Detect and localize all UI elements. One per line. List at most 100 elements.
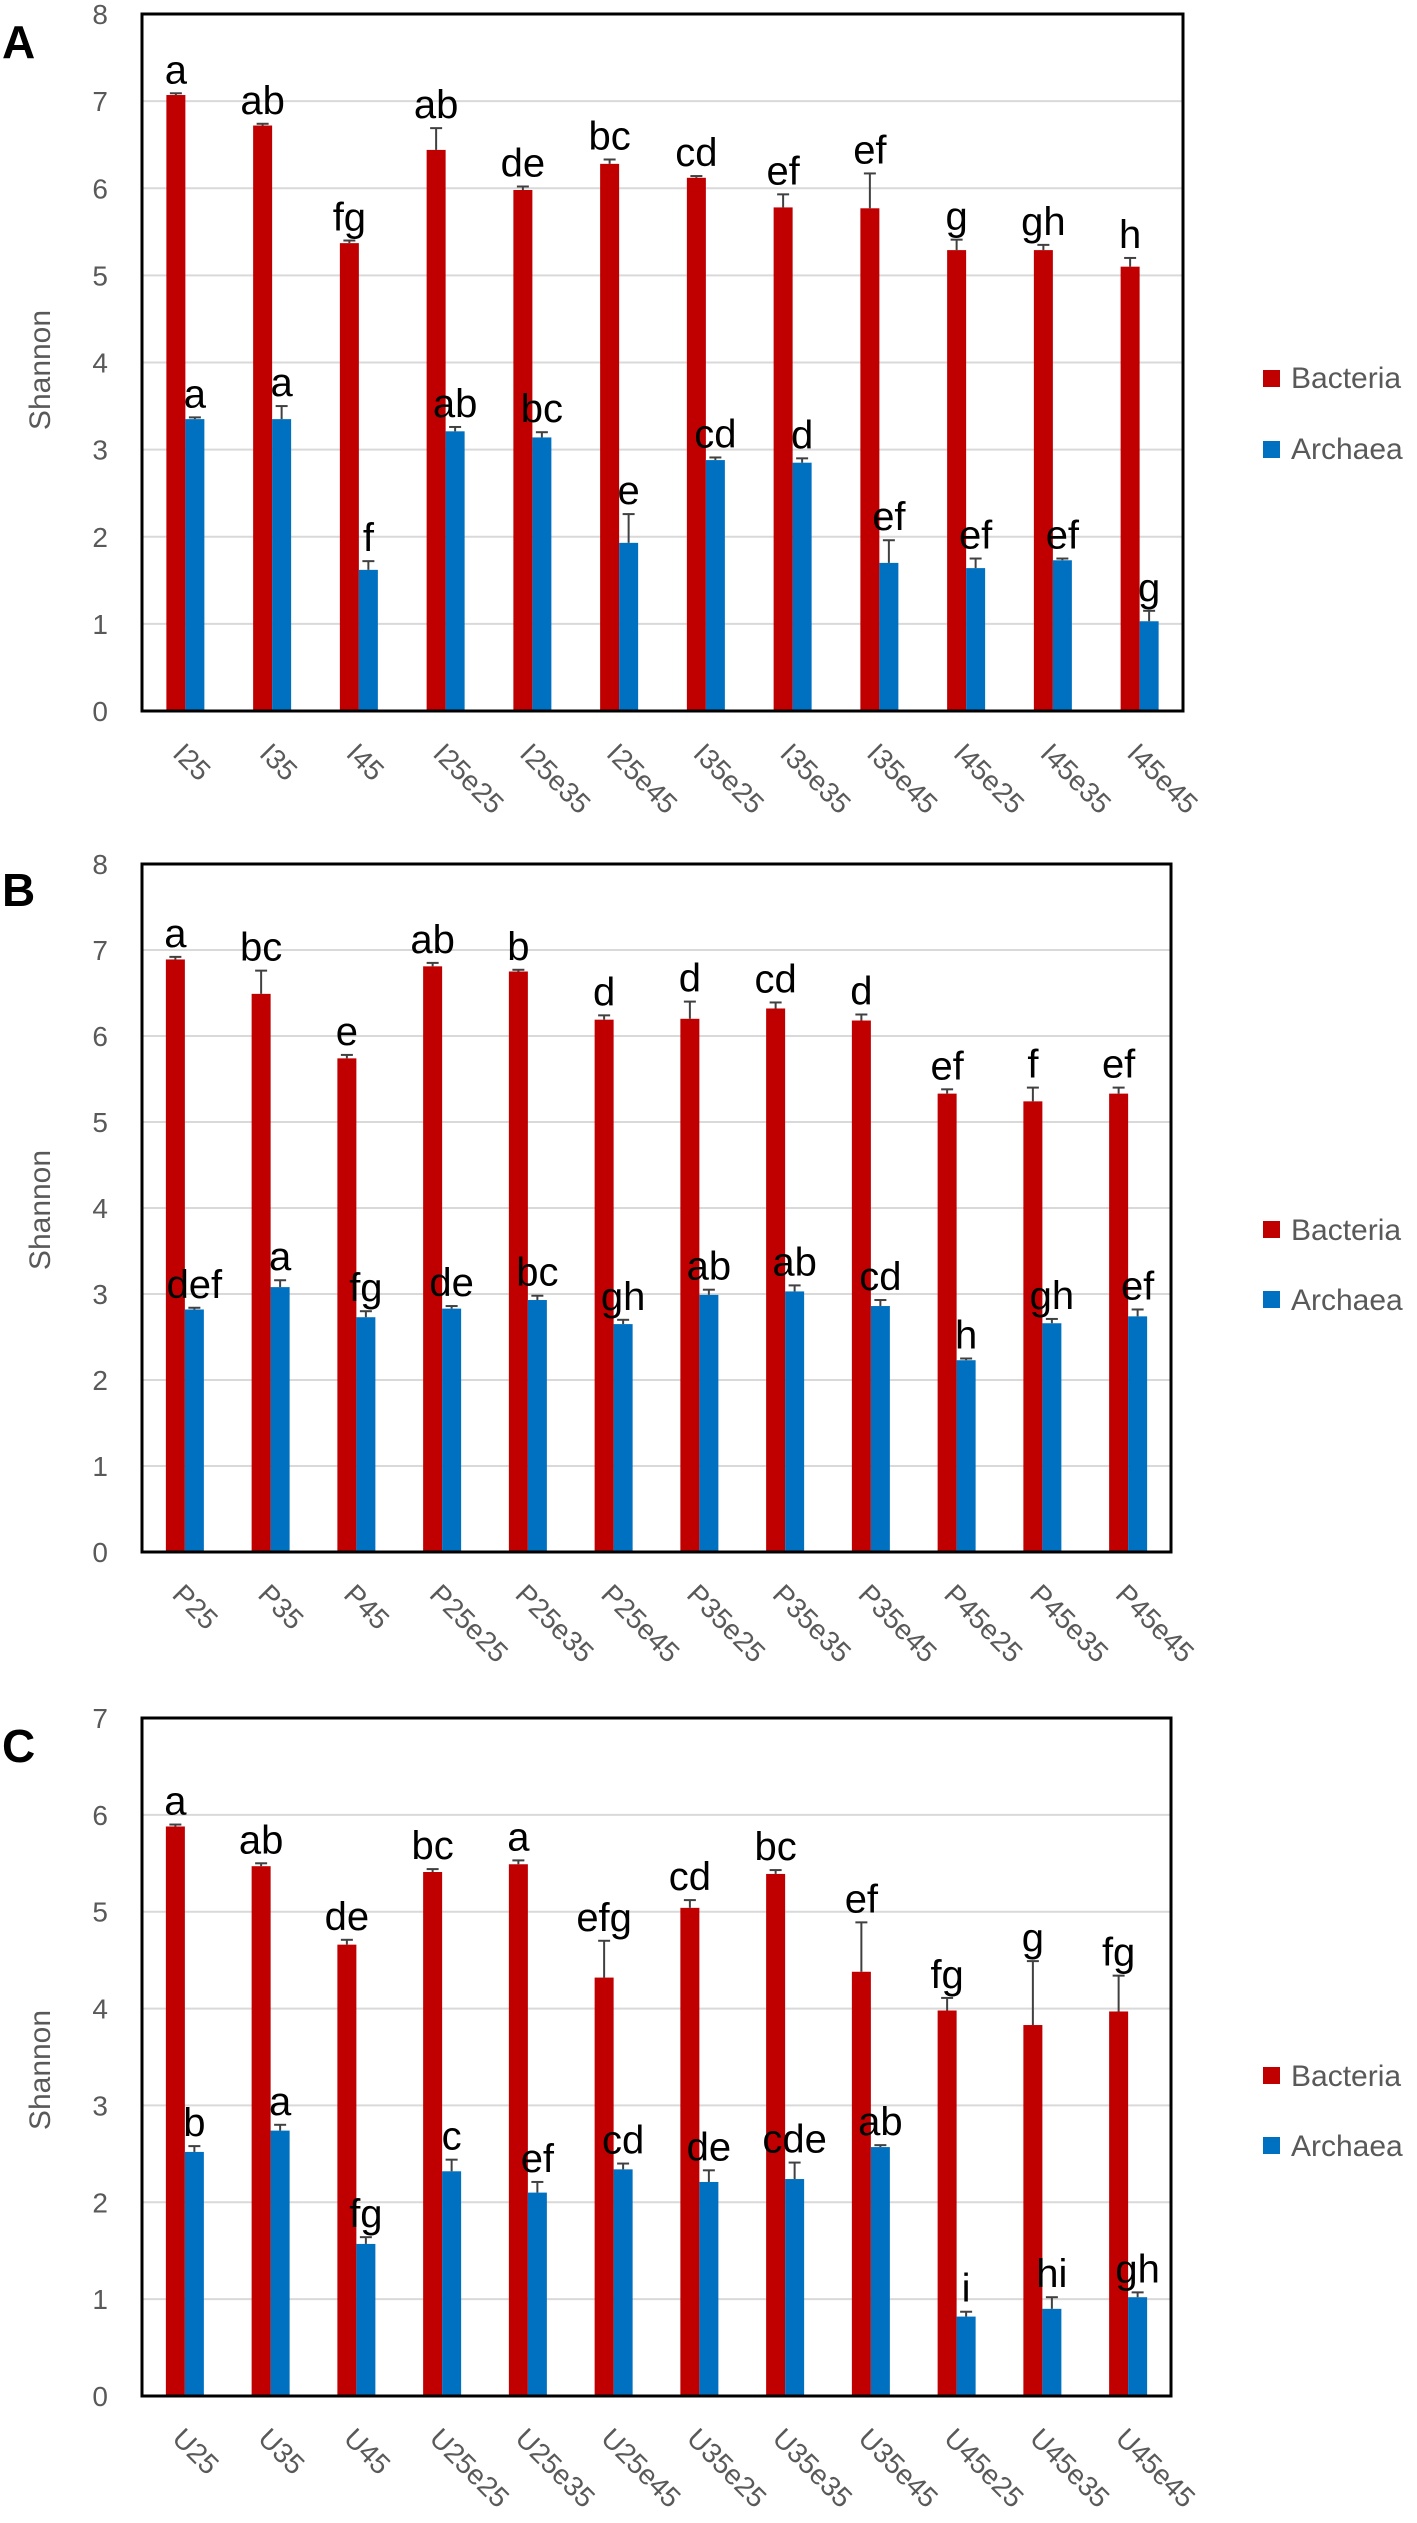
bacteria-bar: [251, 993, 271, 1552]
y-tick-label: 2: [92, 522, 108, 553]
archaea-bar: [1128, 1316, 1148, 1552]
bacteria-significance-label: g: [946, 195, 968, 239]
archaea-bar: [870, 2147, 890, 2396]
archaea-bar: [445, 431, 465, 711]
panel-a-y-axis-label: Shannon: [24, 310, 57, 430]
bacteria-bar: [165, 1826, 185, 2396]
archaea-significance-label: ef: [521, 2137, 555, 2181]
bacteria-bar: [773, 207, 793, 712]
bacteria-bar: [1109, 1093, 1129, 1552]
x-tick-label: P35e35: [767, 1578, 857, 1668]
archaea-significance-label: ef: [959, 514, 993, 558]
archaea-significance-label: bc: [516, 1251, 558, 1295]
panel-a-legend: Bacteria Archaea: [1263, 362, 1403, 466]
x-tick-label: P25e25: [424, 1578, 514, 1668]
panel-b-gridlines: [142, 949, 1171, 1467]
archaea-bar: [442, 1308, 462, 1552]
panel-b-label: B: [2, 864, 35, 916]
bacteria-bar: [1023, 1101, 1043, 1552]
y-tick-label: 8: [92, 0, 108, 30]
x-tick-label: P35: [252, 1578, 309, 1635]
bacteria-bar: [1109, 2011, 1129, 2396]
bacteria-bar: [337, 1058, 357, 1552]
panel-c-legend-bacteria: Bacteria: [1291, 2060, 1401, 2093]
bacteria-significance-label: a: [165, 48, 188, 92]
bacteria-bar: [594, 1019, 614, 1552]
bacteria-significance-label: ef: [766, 149, 800, 193]
y-tick-label: 1: [92, 2284, 108, 2315]
archaea-bar: [705, 460, 725, 711]
x-tick-label: I35e25: [688, 737, 770, 819]
x-tick-label: U35e25: [681, 2422, 772, 2513]
bacteria-significance-label: ab: [410, 918, 455, 962]
panel-a-label: A: [2, 16, 35, 68]
archaea-significance-label: d: [791, 413, 813, 457]
x-tick-label: I35e35: [774, 737, 856, 819]
archaea-significance-label: ab: [858, 2100, 903, 2144]
x-tick-label: I45e45: [1121, 737, 1203, 819]
bacteria-significance-label: fg: [333, 196, 366, 240]
bacteria-significance-label: a: [164, 1780, 187, 1824]
archaea-significance-label: ef: [1121, 1264, 1155, 1308]
x-tick-label: I45: [341, 737, 390, 786]
bacteria-bar: [423, 1872, 443, 2396]
x-tick-label: P45: [338, 1578, 395, 1635]
y-tick-label: 7: [92, 1703, 108, 1734]
y-tick-label: 4: [92, 1193, 108, 1224]
bacteria-bar: [251, 1866, 271, 2396]
bacteria-bar: [594, 1977, 614, 2396]
bacteria-significance-label: cd: [675, 131, 717, 175]
panel-c-x-ticks: U25 U35 U45 U25e25U25e35U25e45U35e25U35e35U…: [167, 2422, 1202, 2513]
x-tick-label: U25: [167, 2422, 225, 2480]
archaea-significance-label: b: [183, 2101, 205, 2145]
x-tick-label: U35e45: [853, 2422, 944, 2513]
archaea-significance-label: ef: [872, 495, 906, 539]
bacteria-bar: [937, 1093, 957, 1552]
bacteria-significance-label: d: [679, 957, 701, 1001]
archaea-bar: [185, 419, 205, 711]
x-tick-label: I45e35: [1035, 737, 1117, 819]
archaea-significance-label: gh: [1030, 1274, 1075, 1318]
bacteria-bar: [1023, 2025, 1043, 2396]
archaea-bar: [879, 562, 899, 711]
y-tick-label: 8: [92, 849, 108, 880]
y-tick-label: 1: [92, 1451, 108, 1482]
bacteria-significance-label: ab: [240, 79, 285, 123]
archaea-significance-label: c: [442, 2115, 462, 2159]
panel-b-legend: Bacteria Archaea: [1263, 1214, 1403, 1317]
bacteria-significance-label: fg: [1102, 1931, 1135, 1975]
bacteria-significance-label: b: [507, 925, 529, 969]
bacteria-bar: [508, 971, 528, 1552]
bacteria-significance-label: cd: [755, 957, 797, 1001]
archaea-significance-label: ab: [687, 1245, 732, 1289]
archaea-significance-label: def: [167, 1263, 223, 1307]
archaea-significance-label: cd: [859, 1255, 901, 1299]
y-tick-label: 5: [92, 260, 108, 291]
bacteria-bar: [600, 163, 620, 712]
archaea-bar: [1042, 1323, 1062, 1552]
bacteria-significance-label: efg: [576, 1896, 632, 1940]
bacteria-bar: [1120, 266, 1140, 711]
archaea-significance-label: gh: [1115, 2247, 1160, 2291]
bacteria-significance-label: bc: [412, 1824, 454, 1868]
y-tick-label: 0: [92, 696, 108, 727]
panel-c-bars: ababadefgbccaefefgcdcddebccdeefabfgighif…: [164, 1780, 1160, 2396]
bacteria-significance-label: ab: [414, 83, 459, 127]
x-tick-label: U35: [252, 2422, 310, 2480]
archaea-significance-label: g: [1138, 566, 1160, 610]
y-tick-label: 4: [92, 348, 108, 379]
panel-b-y-axis-label: Shannon: [24, 1150, 57, 1270]
y-tick-label: 2: [92, 2187, 108, 2218]
x-tick-label: I25e35: [514, 737, 596, 819]
bacteria-significance-label: a: [507, 1815, 530, 1859]
archaea-significance-label: fg: [349, 2192, 382, 2236]
panel-b-plot-frame: [140, 862, 1173, 1554]
x-tick-label: U45e25: [938, 2422, 1029, 2513]
x-tick-label: U25e45: [595, 2422, 686, 2513]
archaea-bar: [619, 542, 639, 711]
bacteria-bar: [680, 1907, 700, 2396]
